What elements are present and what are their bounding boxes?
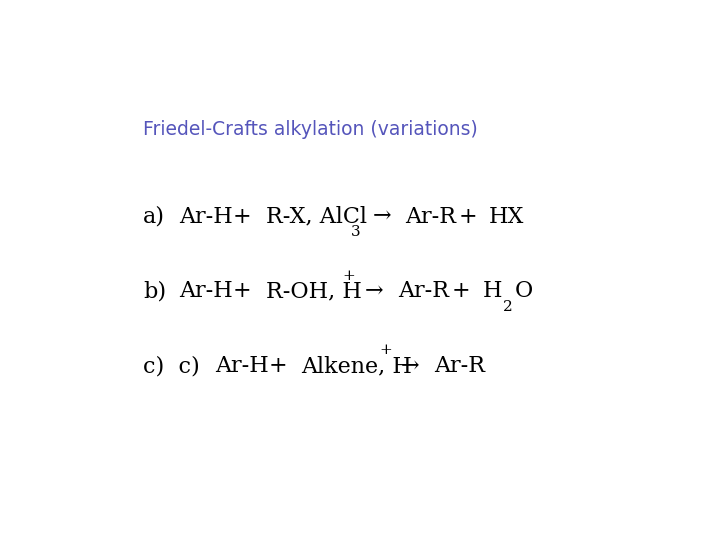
Text: Friedel-Crafts alkylation (variations): Friedel-Crafts alkylation (variations) <box>143 120 478 139</box>
Text: →: → <box>400 355 419 377</box>
Text: O: O <box>516 280 534 302</box>
Text: Ar-R: Ar-R <box>405 206 456 227</box>
Text: →: → <box>372 206 391 227</box>
Text: H: H <box>482 280 502 302</box>
Text: HX: HX <box>489 206 524 227</box>
Text: →: → <box>364 280 383 302</box>
Text: +: + <box>379 343 392 357</box>
Text: Alkene, H: Alkene, H <box>301 355 412 377</box>
Text: R-OH, H: R-OH, H <box>266 280 361 302</box>
Text: a): a) <box>143 206 165 227</box>
Text: Ar-R: Ar-R <box>398 280 449 302</box>
Text: +: + <box>459 206 477 227</box>
Text: 3: 3 <box>351 225 361 239</box>
Text: Ar-H: Ar-H <box>179 280 233 302</box>
Text: c)  c): c) c) <box>143 355 199 377</box>
Text: +: + <box>233 206 251 227</box>
Text: +: + <box>451 280 470 302</box>
Text: Ar-R: Ar-R <box>433 355 485 377</box>
Text: R-X, AlCl: R-X, AlCl <box>266 206 366 227</box>
Text: 2: 2 <box>503 300 513 314</box>
Text: +: + <box>233 280 251 302</box>
Text: Ar-H: Ar-H <box>215 355 269 377</box>
Text: +: + <box>269 355 287 377</box>
Text: Ar-H: Ar-H <box>179 206 233 227</box>
Text: b): b) <box>143 280 166 302</box>
Text: +: + <box>343 268 356 282</box>
